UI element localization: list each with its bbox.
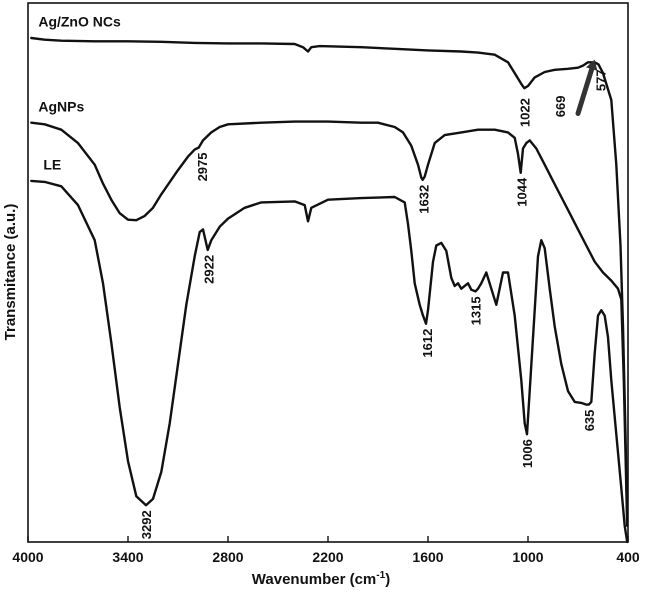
- series-line-2: [30, 120, 629, 527]
- x-tick-label: 2200: [312, 549, 343, 565]
- series-line-3: [30, 179, 629, 544]
- x-axis-title-superscript: -1: [376, 570, 385, 581]
- x-tick-label: 3400: [112, 549, 143, 565]
- peak-label-3292: 3292: [139, 510, 154, 539]
- x-tick-label: 4000: [12, 549, 43, 565]
- peak-label-635: 635: [582, 410, 597, 432]
- peak-label-1022: 1022: [517, 98, 532, 127]
- annotation-arrow: [575, 59, 598, 116]
- peak-label-1612: 1612: [420, 329, 435, 358]
- y-axis-title: Transmitance (a.u.): [2, 204, 19, 341]
- peak-label-669: 669: [553, 96, 568, 118]
- peak-label-1632: 1632: [417, 185, 432, 214]
- peak-label-2922: 2922: [202, 255, 217, 284]
- peak-label-2975: 2975: [195, 153, 210, 182]
- series-label-1: Ag/ZnO NCs: [38, 14, 121, 30]
- x-tick-label: 1600: [412, 549, 443, 565]
- x-tick-label: 400: [616, 549, 640, 565]
- plot-area: [30, 36, 629, 544]
- peak-annotations: 1022 669 577 2975 1632 1044 2922 1612 1315 1006 63…: [139, 69, 609, 539]
- arrow-head: [585, 59, 598, 71]
- series-label-2: AgNPs: [38, 98, 84, 114]
- series-label-3: LE: [43, 157, 61, 173]
- series-labels: Ag/ZnO NCs AgNPs LE: [38, 14, 121, 173]
- x-tick-label: 2800: [212, 549, 243, 565]
- peak-label-1044: 1044: [515, 177, 530, 207]
- peak-label-1315: 1315: [469, 296, 484, 325]
- peak-label-577: 577: [594, 69, 609, 91]
- series-line-1: [30, 36, 629, 522]
- x-axis: 4000 3400 2800 2200 1600 1000 400: [12, 536, 640, 565]
- x-axis-title: Wavenumber (cm-1): [252, 570, 390, 588]
- arrow-shaft: [575, 66, 595, 116]
- x-tick-label: 1000: [512, 549, 543, 565]
- peak-label-1006: 1006: [520, 439, 535, 468]
